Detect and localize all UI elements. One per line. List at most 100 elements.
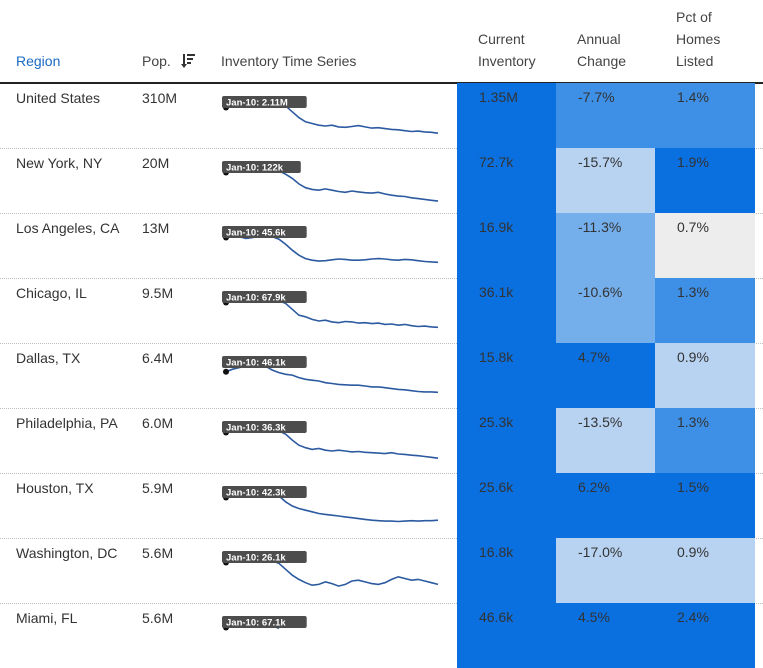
- pct-homes-listed-cell: 1.3%: [655, 408, 755, 473]
- annual-change-column-header[interactable]: Annual Change: [577, 28, 626, 72]
- population-value: 13M: [142, 220, 170, 236]
- inventory-sparkline[interactable]: Jan-10: 36.3k: [218, 409, 442, 473]
- table-row[interactable]: Dallas, TX 6.4M Jan-10: 46.1k 15.8k 4.7% 0.9%: [0, 343, 763, 409]
- sparkline-start-dot: [223, 368, 229, 375]
- table-row[interactable]: Washington, DC 5.6M Jan-10: 26.1k 16.8k -17.…: [0, 538, 763, 604]
- current-inventory-cell: 72.7k: [457, 148, 556, 213]
- table-body: United States 310M Jan-10: 2.11M 1.35M -7.7%…: [0, 83, 763, 668]
- sparkline-label-background: [222, 356, 307, 368]
- annual-change-cell: -17.0%: [556, 538, 655, 603]
- region-name[interactable]: Miami, FL: [16, 610, 78, 626]
- inventory-header-line-1: Current: [478, 31, 525, 47]
- population-value: 9.5M: [142, 285, 174, 301]
- pct-listed-header-line-2: Homes: [676, 31, 721, 47]
- pct-listed-column-header[interactable]: Pct of Homes Listed: [676, 6, 720, 72]
- population-header-label: Pop.: [142, 53, 171, 69]
- table-row[interactable]: Philadelphia, PA 6.0M Jan-10: 36.3k 25.3k -1…: [0, 408, 763, 474]
- region-name[interactable]: Houston, TX: [16, 480, 94, 496]
- pct-listed-header-line-3: Listed: [676, 53, 714, 69]
- population-column-header[interactable]: Pop.: [142, 50, 195, 72]
- sparkline-label-background: [222, 291, 307, 303]
- pct-homes-listed-cell: 0.9%: [655, 343, 755, 408]
- pct-homes-listed-cell: 1.9%: [655, 148, 755, 213]
- table-row[interactable]: Houston, TX 5.9M Jan-10: 42.3k 25.6k 6.2% 1.5…: [0, 473, 763, 539]
- current-inventory-cell: 16.8k: [457, 538, 556, 603]
- sparkline-label: Jan-10: 46.1k: [226, 358, 286, 369]
- region-name[interactable]: Dallas, TX: [16, 350, 81, 366]
- population-value: 20M: [142, 155, 170, 171]
- current-inventory-cell: 1.35M: [457, 83, 556, 148]
- annual-change-cell: -11.3%: [556, 213, 655, 278]
- sparkline-label: Jan-10: 2.11M: [226, 98, 288, 109]
- sparkline-path: [225, 234, 439, 264]
- inventory-sparkline[interactable]: Jan-10: 42.3k: [218, 474, 442, 538]
- current-inventory-cell: 16.9k: [457, 213, 556, 278]
- pct-homes-listed-cell: 2.4%: [655, 603, 755, 668]
- table-header: Region Pop. Inventory Time Series Curren…: [0, 0, 763, 84]
- sparkline-label-background: [222, 226, 307, 238]
- annual-change-header-line-1: Annual: [577, 31, 621, 47]
- sparkline-label: Jan-10: 67.1k: [226, 618, 286, 629]
- inventory-sparkline[interactable]: Jan-10: 67.1k: [218, 604, 442, 668]
- sparkline-label-background: [222, 551, 307, 563]
- annual-change-cell: 6.2%: [556, 473, 655, 538]
- population-value: 6.4M: [142, 350, 174, 366]
- sparkline-label-background: [222, 96, 307, 108]
- population-value: 6.0M: [142, 415, 174, 431]
- current-inventory-cell: 15.8k: [457, 343, 556, 408]
- annual-change-cell: -13.5%: [556, 408, 655, 473]
- sparkline-label: Jan-10: 45.6k: [226, 228, 286, 239]
- region-name[interactable]: Philadelphia, PA: [16, 415, 118, 431]
- table-row[interactable]: Los Angeles, CA 13M Jan-10: 45.6k 16.9k -11.…: [0, 213, 763, 279]
- sparkline-label: Jan-10: 67.9k: [226, 293, 286, 304]
- population-value: 5.9M: [142, 480, 174, 496]
- annual-change-cell: -10.6%: [556, 278, 655, 343]
- region-name[interactable]: New York, NY: [16, 155, 103, 171]
- region-name[interactable]: Chicago, IL: [16, 285, 87, 301]
- sparkline-path: [225, 365, 439, 394]
- population-value: 5.6M: [142, 545, 174, 561]
- current-inventory-cell: 46.6k: [457, 603, 556, 668]
- population-value: 310M: [142, 90, 178, 106]
- series-column-header[interactable]: Inventory Time Series: [221, 53, 357, 69]
- pct-homes-listed-cell: 1.3%: [655, 278, 755, 343]
- current-inventory-cell: 25.6k: [457, 473, 556, 538]
- region-name[interactable]: United States: [16, 90, 101, 106]
- inventory-sparkline[interactable]: Jan-10: 45.6k: [218, 214, 442, 278]
- annual-change-cell: 4.5%: [556, 603, 655, 668]
- pct-listed-header-line-1: Pct of: [676, 9, 712, 25]
- inventory-sparkline[interactable]: Jan-10: 26.1k: [218, 539, 442, 603]
- sparkline-label-background: [222, 161, 301, 173]
- sparkline-label: Jan-10: 42.3k: [226, 488, 286, 499]
- inventory-sparkline[interactable]: Jan-10: 46.1k: [218, 344, 442, 408]
- pct-homes-listed-cell: 0.9%: [655, 538, 755, 603]
- annual-change-cell: -15.7%: [556, 148, 655, 213]
- sparkline-label: Jan-10: 36.3k: [226, 423, 286, 434]
- inventory-sparkline[interactable]: Jan-10: 122k: [218, 149, 442, 213]
- sparkline-label-background: [222, 616, 307, 628]
- region-name[interactable]: Washington, DC: [16, 545, 118, 561]
- table-row[interactable]: United States 310M Jan-10: 2.11M 1.35M -7.7%…: [0, 83, 763, 149]
- sort-descending-icon[interactable]: [180, 53, 195, 69]
- region-column-header[interactable]: Region: [16, 53, 61, 69]
- inventory-column-header[interactable]: Current Inventory: [478, 28, 536, 72]
- annual-change-cell: 4.7%: [556, 343, 655, 408]
- sparkline-label: Jan-10: 26.1k: [226, 553, 286, 564]
- sparkline-label-background: [222, 486, 307, 498]
- annual-change-cell: -7.7%: [556, 83, 655, 148]
- table-row[interactable]: New York, NY 20M Jan-10: 122k 72.7k -15.7% 1.…: [0, 148, 763, 214]
- current-inventory-cell: 36.1k: [457, 278, 556, 343]
- sparkline-label-background: [222, 421, 307, 433]
- current-inventory-cell: 25.3k: [457, 408, 556, 473]
- inventory-sparkline[interactable]: Jan-10: 67.9k: [218, 279, 442, 343]
- sparkline-label: Jan-10: 122k: [226, 163, 284, 174]
- pct-homes-listed-cell: 1.4%: [655, 83, 755, 148]
- pct-homes-listed-cell: 1.5%: [655, 473, 755, 538]
- table-row[interactable]: Miami, FL 5.6M Jan-10: 67.1k 46.6k 4.5% 2.4%: [0, 603, 763, 668]
- region-name[interactable]: Los Angeles, CA: [16, 220, 120, 236]
- pct-homes-listed-cell: 0.7%: [655, 213, 755, 278]
- inventory-sparkline[interactable]: Jan-10: 2.11M: [218, 84, 442, 148]
- inventory-header-line-2: Inventory: [478, 53, 536, 69]
- table-row[interactable]: Chicago, IL 9.5M Jan-10: 67.9k 36.1k -10.6% 1…: [0, 278, 763, 344]
- annual-change-header-line-2: Change: [577, 53, 627, 69]
